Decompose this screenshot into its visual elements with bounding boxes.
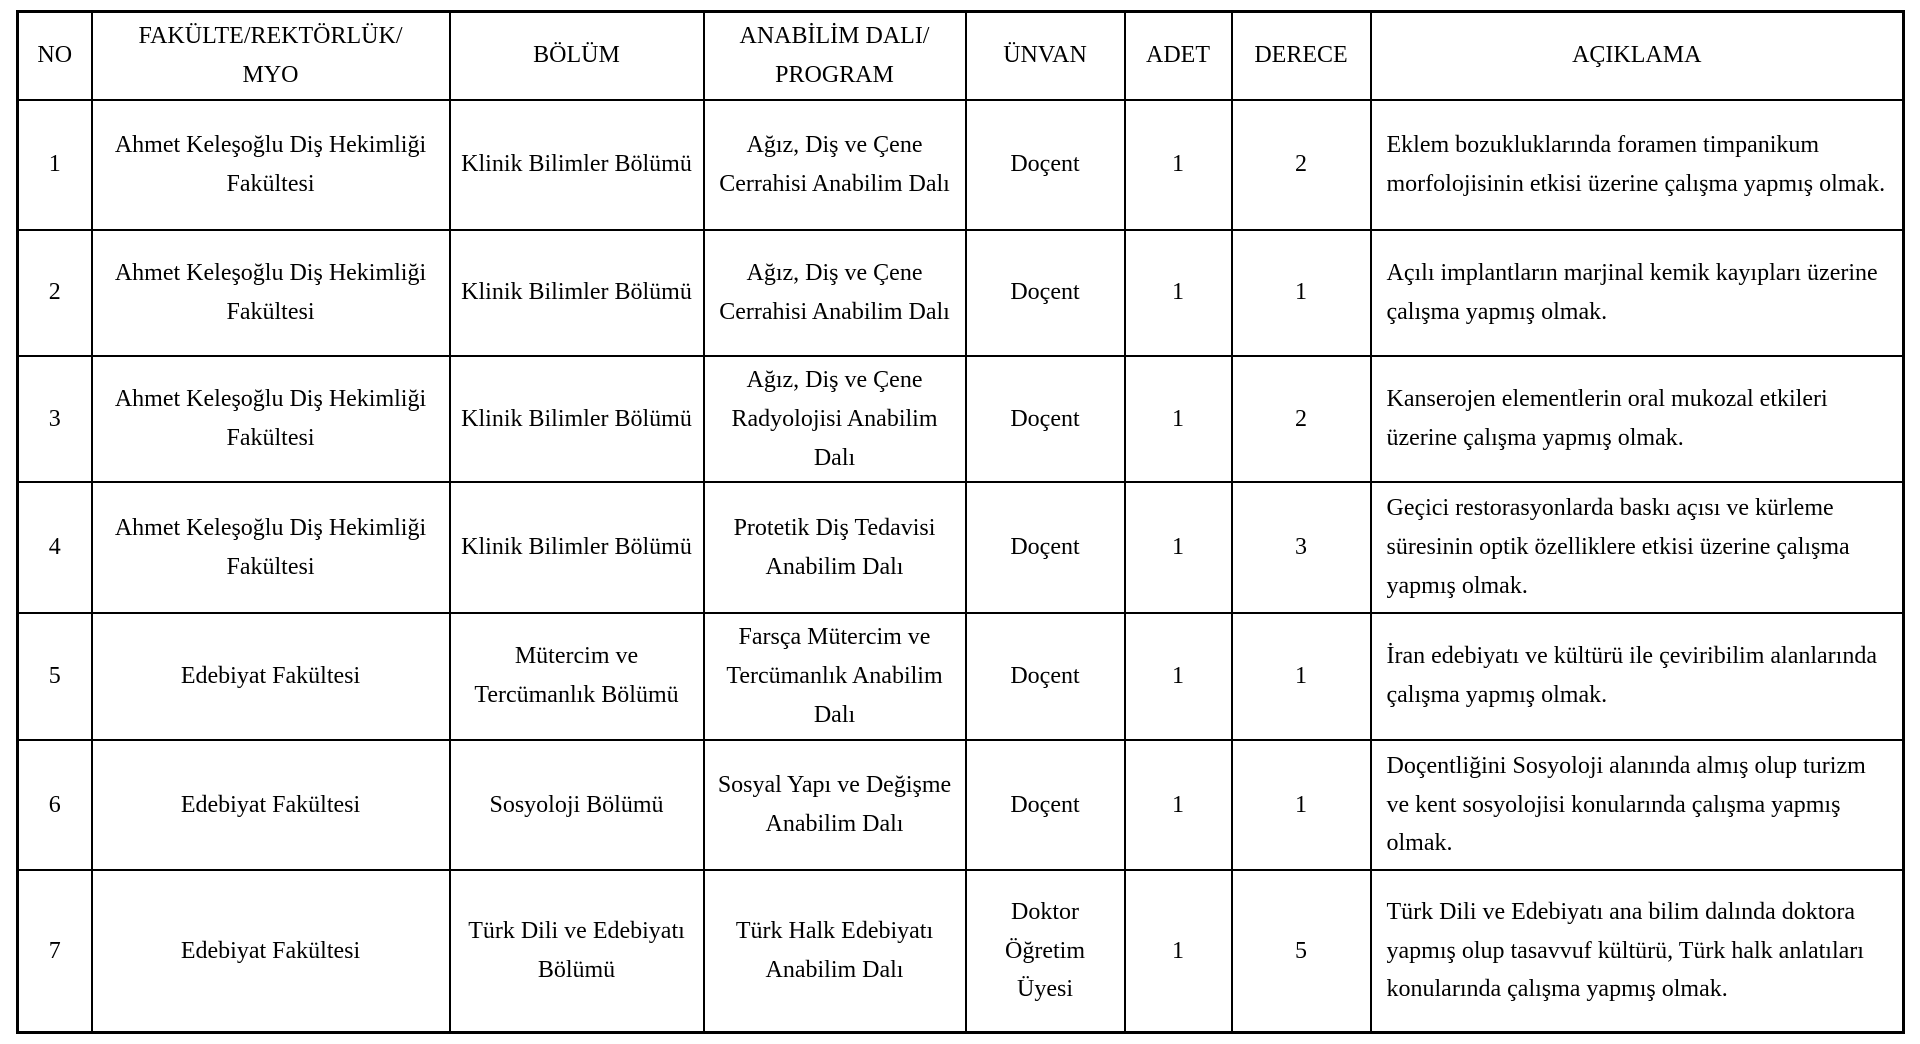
cell-count: 1 xyxy=(1123,481,1233,614)
header-row: NO FAKÜLTE/REKTÖRLÜK/ MYO BÖLÜM ANABİLİM… xyxy=(16,10,1905,101)
cell-title: Doçent xyxy=(964,354,1126,484)
header-description: AÇIKLAMA xyxy=(1369,10,1905,101)
header-faculty: FAKÜLTE/REKTÖRLÜK/ MYO xyxy=(90,10,451,101)
header-count: ADET xyxy=(1123,10,1233,101)
cell-title: Doktor Öğretim Üyesi xyxy=(964,869,1126,1034)
cell-no: 2 xyxy=(16,228,93,357)
cell-count: 1 xyxy=(1123,228,1233,357)
cell-faculty: Edebiyat Fakültesi xyxy=(90,869,451,1034)
cell-no: 6 xyxy=(16,738,93,872)
cell-count: 1 xyxy=(1123,354,1233,484)
cell-title: Doçent xyxy=(964,98,1126,231)
cell-faculty: Edebiyat Fakültesi xyxy=(90,738,451,872)
cell-degree: 5 xyxy=(1230,869,1372,1034)
table-row: 3 Ahmet Keleşoğlu Diş Hekimliği Fakültesi… xyxy=(16,354,1905,484)
cell-title: Doçent xyxy=(964,481,1126,614)
cell-count: 1 xyxy=(1123,98,1233,231)
table-row: 5 Edebiyat Fakültesi Mütercim ve Tercümanl… xyxy=(16,612,1905,741)
academic-positions-table: NO FAKÜLTE/REKTÖRLÜK/ MYO BÖLÜM ANABİLİM… xyxy=(16,10,1905,1034)
cell-description: Türk Dili ve Edebiyatı ana bilim dalında… xyxy=(1369,869,1905,1034)
cell-no: 1 xyxy=(16,98,93,231)
cell-description: Eklem bozukluklarında foramen timpanikum… xyxy=(1369,98,1905,231)
cell-faculty: Ahmet Keleşoğlu Diş Hekimliği Fakültesi xyxy=(90,481,451,614)
cell-title: Doçent xyxy=(964,612,1126,741)
header-title: ÜNVAN xyxy=(964,10,1126,101)
cell-department: Sosyoloji Bölümü xyxy=(448,738,705,872)
cell-department: Mütercim ve Tercümanlık Bölümü xyxy=(448,612,705,741)
header-department: BÖLÜM xyxy=(448,10,705,101)
cell-degree: 2 xyxy=(1230,354,1372,484)
cell-no: 4 xyxy=(16,481,93,614)
cell-degree: 1 xyxy=(1230,738,1372,872)
cell-program: Türk Halk Edebiyatı Anabilim Dalı xyxy=(702,869,967,1034)
cell-no: 5 xyxy=(16,612,93,741)
cell-description: Doçentliğini Sosyoloji alanında almış ol… xyxy=(1369,738,1905,872)
cell-faculty: Ahmet Keleşoğlu Diş Hekimliği Fakültesi xyxy=(90,98,451,231)
cell-count: 1 xyxy=(1123,738,1233,872)
cell-faculty: Ahmet Keleşoğlu Diş Hekimliği Fakültesi xyxy=(90,354,451,484)
cell-degree: 3 xyxy=(1230,481,1372,614)
table-row: 2 Ahmet Keleşoğlu Diş Hekimliği Fakültesi… xyxy=(16,228,1905,357)
cell-count: 1 xyxy=(1123,612,1233,741)
cell-title: Doçent xyxy=(964,228,1126,357)
cell-description: Kanserojen elementlerin oral mukozal etk… xyxy=(1369,354,1905,484)
cell-description: İran edebiyatı ve kültürü ile çeviribili… xyxy=(1369,612,1905,741)
cell-faculty: Edebiyat Fakültesi xyxy=(90,612,451,741)
table-row: 4 Ahmet Keleşoğlu Diş Hekimliği Fakültesi… xyxy=(16,481,1905,614)
cell-degree: 1 xyxy=(1230,612,1372,741)
header-no: NO xyxy=(16,10,93,101)
cell-department: Türk Dili ve Edebiyatı Bölümü xyxy=(448,869,705,1034)
table-row: 7 Edebiyat Fakültesi Türk Dili ve Edebiyat… xyxy=(16,869,1905,1034)
cell-degree: 1 xyxy=(1230,228,1372,357)
table-row: 1 Ahmet Keleşoğlu Diş Hekimliği Fakültesi… xyxy=(16,98,1905,231)
cell-no: 7 xyxy=(16,869,93,1034)
header-program: ANABİLİM DALI/ PROGRAM xyxy=(702,10,967,101)
cell-description: Geçici restorasyonlarda baskı açısı ve k… xyxy=(1369,481,1905,614)
cell-department: Klinik Bilimler Bölümü xyxy=(448,481,705,614)
cell-title: Doçent xyxy=(964,738,1126,872)
cell-department: Klinik Bilimler Bölümü xyxy=(448,228,705,357)
cell-program: Sosyal Yapı ve Değişme Anabilim Dalı xyxy=(702,738,967,872)
cell-degree: 2 xyxy=(1230,98,1372,231)
cell-description: Açılı implantların marjinal kemik kayıpl… xyxy=(1369,228,1905,357)
header-degree: DERECE xyxy=(1230,10,1372,101)
cell-no: 3 xyxy=(16,354,93,484)
cell-program: Ağız, Diş ve Çene Radyolojisi Anabilim D… xyxy=(702,354,967,484)
cell-program: Ağız, Diş ve Çene Cerrahisi Anabilim Dal… xyxy=(702,98,967,231)
cell-count: 1 xyxy=(1123,869,1233,1034)
cell-program: Ağız, Diş ve Çene Cerrahisi Anabilim Dal… xyxy=(702,228,967,357)
cell-faculty: Ahmet Keleşoğlu Diş Hekimliği Fakültesi xyxy=(90,228,451,357)
cell-department: Klinik Bilimler Bölümü xyxy=(448,98,705,231)
cell-program: Protetik Diş Tedavisi Anabilim Dalı xyxy=(702,481,967,614)
table-row: 6 Edebiyat Fakültesi Sosyoloji Bölümü Sosya… xyxy=(16,738,1905,872)
cell-program: Farsça Mütercim ve Tercümanlık Anabilim … xyxy=(702,612,967,741)
cell-department: Klinik Bilimler Bölümü xyxy=(448,354,705,484)
